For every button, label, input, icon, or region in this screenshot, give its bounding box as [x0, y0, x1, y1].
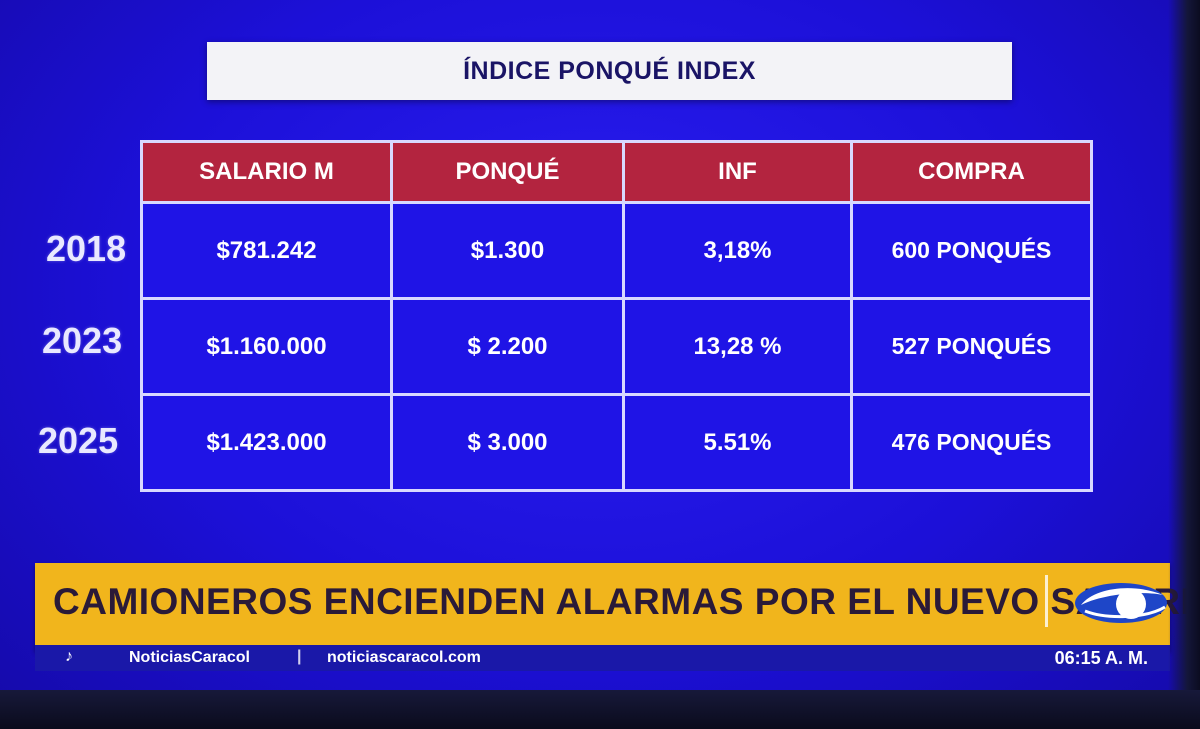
tv-bezel-right	[1168, 0, 1200, 729]
footer-strip: ♪ NoticiasCaracol | noticiascaracol.com …	[35, 645, 1170, 671]
ticker-divider	[1045, 575, 1048, 627]
table-header-row: SALARIO M PONQUÉ INF COMPRA	[140, 140, 1093, 204]
cell-ponque: $1.300	[390, 201, 625, 300]
cell-compra: 476 PONQUÉS	[850, 393, 1093, 492]
cell-compra: 527 PONQUÉS	[850, 297, 1093, 396]
cell-ponque: $ 3.000	[390, 393, 625, 492]
page-title: ÍNDICE PONQUÉ INDEX	[463, 56, 756, 85]
cell-compra: 600 PONQUÉS	[850, 201, 1093, 300]
cell-ponque: $ 2.200	[390, 297, 625, 396]
cell-inf: 5.51%	[622, 393, 853, 492]
tiktok-icon: ♪	[65, 648, 73, 665]
channel-brand: NoticiasCaracol	[129, 649, 250, 666]
cell-inf: 13,28 %	[622, 297, 853, 396]
title-banner: ÍNDICE PONQUÉ INDEX	[207, 42, 1012, 100]
cell-salario: $1.160.000	[140, 297, 393, 396]
year-label-2025: 2025	[38, 420, 119, 461]
table-row: $1.423.000 $ 3.000 5.51% 476 PONQUÉS	[140, 393, 1093, 492]
news-ticker: CAMIONEROS ENCIENDEN ALARMAS POR EL NUEV…	[35, 563, 1200, 651]
header-inf: INF	[622, 140, 853, 204]
website-link[interactable]: noticiascaracol.com	[327, 649, 481, 666]
cell-salario: $781.242	[140, 201, 393, 300]
header-salario: SALARIO M	[140, 140, 393, 204]
ticker-headline: CAMIONEROS ENCIENDEN ALARMAS POR EL NUEV…	[53, 581, 1200, 622]
ponque-index-table: SALARIO M PONQUÉ INF COMPRA $781.242 $1.…	[140, 140, 1093, 492]
cell-salario: $1.423.000	[140, 393, 393, 492]
tv-bezel-bottom	[0, 690, 1200, 729]
year-label-2023: 2023	[42, 320, 123, 361]
table-row: $781.242 $1.300 3,18% 600 PONQUÉS	[140, 201, 1093, 300]
caracol-logo-icon	[1075, 583, 1167, 623]
footer-separator: |	[297, 648, 302, 665]
header-compra: COMPRA	[850, 140, 1093, 204]
cell-inf: 3,18%	[622, 201, 853, 300]
table-row: $1.160.000 $ 2.200 13,28 % 527 PONQUÉS	[140, 297, 1093, 396]
year-label-2018: 2018	[46, 228, 127, 269]
broadcast-clock: 06:15 A. M.	[1054, 648, 1148, 668]
header-ponque: PONQUÉ	[390, 140, 625, 204]
